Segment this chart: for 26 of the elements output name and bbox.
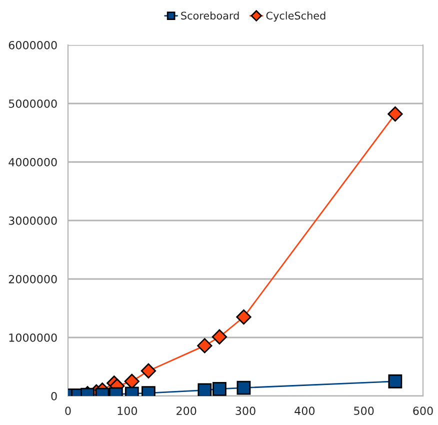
point	[198, 383, 212, 396]
legend-label: Scoreboard	[181, 12, 239, 20]
y-tick-label: 6000000	[8, 40, 57, 50]
x-tick-label: 400	[294, 406, 315, 416]
x-tick-label: 300	[236, 406, 256, 416]
point	[212, 382, 226, 396]
point	[236, 309, 252, 325]
y-tick-label: 2000000	[8, 274, 57, 284]
x-tick-label: 0	[65, 406, 71, 416]
x-tick-label: 100	[118, 406, 138, 416]
point	[388, 106, 403, 122]
y-tick-label: 5000000	[8, 99, 57, 108]
legend-label: CycleSched	[266, 12, 326, 22]
y-tick-label: 3000000	[8, 216, 57, 225]
y-tick-label: 1000000	[9, 333, 57, 342]
x-tick-label: 200	[176, 406, 196, 416]
x-tick-label: 500	[354, 406, 374, 416]
point	[124, 374, 140, 389]
x-tick-label: 600	[413, 406, 433, 416]
y-tick-label: 4000000	[8, 158, 57, 166]
point	[212, 329, 228, 344]
y-tick-label: 0	[51, 392, 57, 400]
point	[388, 374, 402, 388]
point	[140, 363, 156, 378]
point	[197, 338, 212, 354]
point	[236, 380, 251, 395]
